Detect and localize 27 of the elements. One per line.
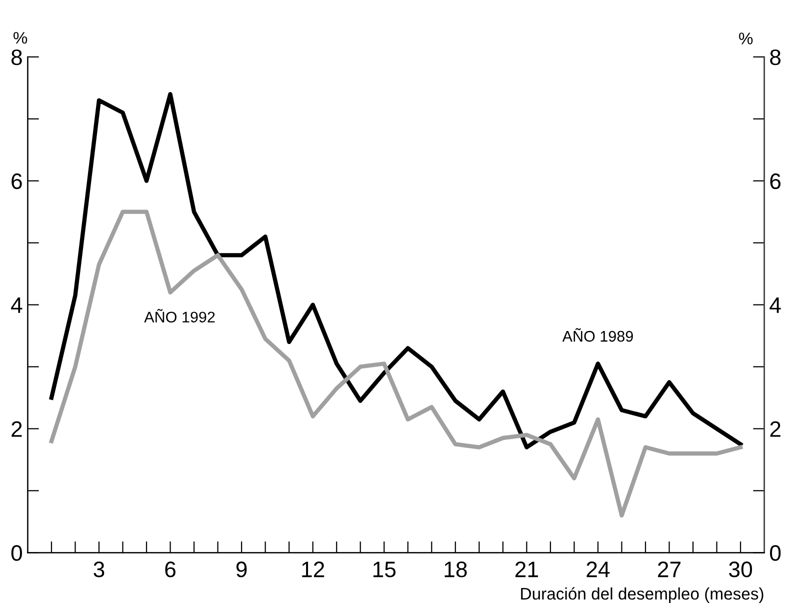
y-tick-label: 2 — [12, 421, 22, 437]
y-tick-label: 6 — [12, 173, 22, 190]
y-tick-label: 4 — [11, 298, 22, 313]
x-tick-label: 24 — [586, 562, 610, 578]
y2-tick-label: 2 — [770, 421, 780, 437]
x-tick-label: 9 — [236, 562, 247, 578]
y2-tick-label: 4 — [770, 298, 781, 313]
line-series — [49, 210, 743, 518]
line-series — [49, 92, 743, 450]
y-axis-title: % — [13, 32, 28, 44]
x-tick-label: 15 — [373, 562, 396, 578]
x-tick-label: 18 — [444, 562, 467, 578]
x-tick-label: 3 — [94, 562, 104, 578]
series-label: AÑO 1992 — [144, 308, 215, 323]
y2-axis-title: % — [739, 32, 753, 44]
x-tick-label: 27 — [658, 562, 680, 578]
series-label: AÑO 1989 — [562, 328, 633, 342]
y2-tick-label: 0 — [770, 545, 781, 561]
x-tick-label: 21 — [515, 562, 538, 578]
x-tick-label: 6 — [165, 562, 176, 578]
y-tick-label: 8 — [11, 49, 22, 66]
x-axis-title: Duración del desempleo (meses) — [521, 587, 764, 603]
y2-tick-label: 8 — [770, 49, 781, 66]
y-tick-label: 0 — [11, 545, 22, 561]
y2-tick-label: 6 — [770, 173, 781, 190]
x-tick-label: 30 — [729, 562, 752, 578]
x-tick-label: 12 — [302, 562, 324, 578]
